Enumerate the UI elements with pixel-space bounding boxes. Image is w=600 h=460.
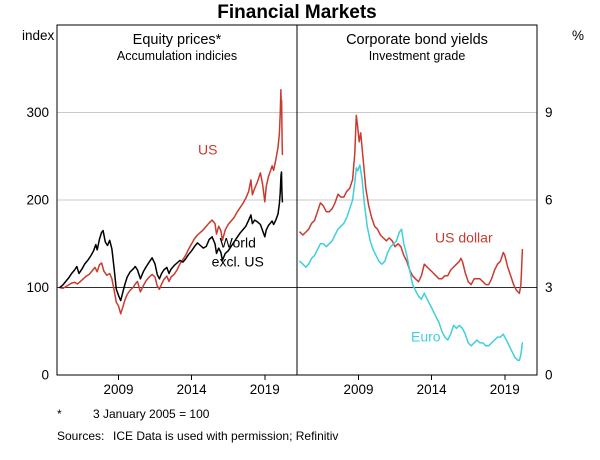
y-axis-label-right: 6 bbox=[545, 193, 553, 208]
series-line-euro bbox=[299, 164, 524, 362]
sources-text: ICE Data is used with permission; Refini… bbox=[113, 429, 338, 443]
x-axis-label: 2014 bbox=[417, 382, 448, 397]
y-axis-label-left: 200 bbox=[26, 193, 49, 208]
right-panel-title: Corporate bond yields bbox=[346, 32, 488, 48]
footnote-asterisk: * bbox=[57, 407, 62, 421]
series-line-world-excl-us bbox=[59, 171, 284, 302]
axis-ticks-and-labels-layer: 0 100 200 300 2009 2014 2019 0 3 6 9 2009 2014 2019 bbox=[26, 105, 552, 397]
series-label-euro: Euro bbox=[411, 328, 441, 344]
y-axis-label-left: 0 bbox=[41, 368, 49, 383]
y-axis-label-right: 0 bbox=[545, 368, 553, 383]
right-axis-unit-label: % bbox=[572, 28, 584, 43]
chart-title: Financial Markets bbox=[217, 2, 376, 23]
y-axis-label-left: 100 bbox=[26, 280, 49, 295]
y-axis-label-right: 9 bbox=[545, 105, 553, 120]
series-label-us: US bbox=[198, 142, 217, 158]
x-axis-label: 2014 bbox=[177, 382, 208, 397]
series-label-world-excl-us: World bbox=[220, 234, 256, 250]
x-axis-label: 2009 bbox=[343, 382, 373, 397]
left-axis-unit-label: index bbox=[22, 28, 55, 43]
x-axis-label: 2019 bbox=[490, 382, 520, 397]
series-label-us-dollar: US dollar bbox=[435, 229, 493, 245]
series-line-us-dollar bbox=[299, 114, 524, 295]
sources-label: Sources: bbox=[57, 429, 104, 443]
y-axis-label-right: 3 bbox=[545, 280, 553, 295]
series-label-world-excl-us: excl. US bbox=[212, 253, 264, 269]
x-axis-label: 2019 bbox=[250, 382, 280, 397]
left-panel-title: Equity prices* bbox=[133, 32, 222, 48]
series-line-us bbox=[59, 89, 284, 315]
series-layer: US World excl. US US dollar Euro bbox=[59, 89, 524, 362]
left-panel-subtitle: Accumulation indicies bbox=[117, 49, 237, 63]
right-panel-subtitle: Investment grade bbox=[369, 49, 466, 63]
y-axis-label-left: 300 bbox=[26, 105, 49, 120]
footnote-text: 3 January 2005 = 100 bbox=[93, 407, 210, 421]
x-axis-label: 2009 bbox=[103, 382, 133, 397]
